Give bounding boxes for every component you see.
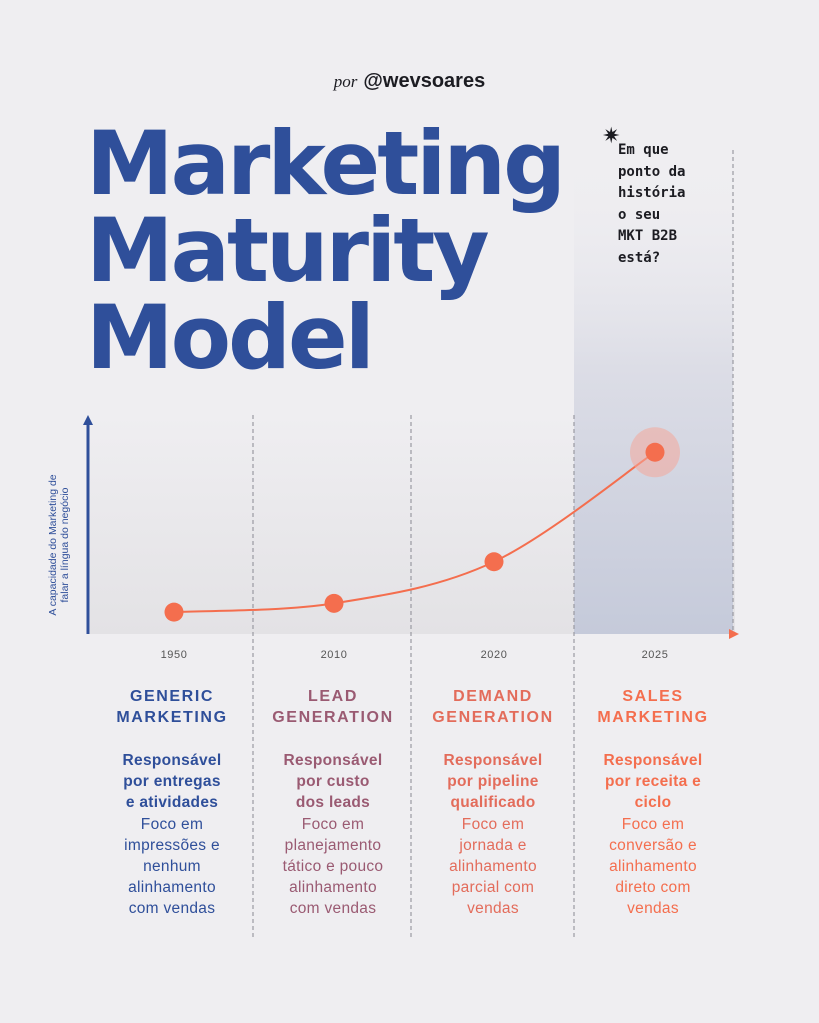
stage-focus: com vendas xyxy=(128,900,216,918)
stage-focus: jornada e xyxy=(459,836,527,854)
series-line xyxy=(173,451,656,614)
stage-focus: Foco em xyxy=(461,815,525,833)
stage-focus: Foco em xyxy=(621,815,685,833)
stage-responsibility: por entregas xyxy=(123,773,221,791)
stage-responsibility: Responsável xyxy=(283,752,383,769)
stage-responsibility: dos leads xyxy=(295,794,371,812)
stage-focus: direto com xyxy=(615,879,691,897)
y-axis-label-line: falar a língua do negócio xyxy=(59,487,71,602)
stage-column: GENERIC MARKETING Responsável por entreg… xyxy=(91,686,253,920)
title-line: Model xyxy=(86,286,375,389)
stage-responsibility: qualificado xyxy=(450,794,536,812)
stage-description: Responsável por pipeline qualificado Foc… xyxy=(412,750,574,920)
note-line: o seu xyxy=(618,206,661,223)
stage-responsibility: por custo xyxy=(296,773,370,791)
stage-responsibility: Responsável xyxy=(603,752,703,769)
stage-column: DEMAND GENERATION Responsável por pipeli… xyxy=(412,686,574,920)
stage-column: SALES MARKETING Responsável por receita … xyxy=(572,686,734,920)
stage-title-line: LEAD xyxy=(308,688,358,705)
data-point xyxy=(324,593,344,613)
stage-title-line: DEMAND xyxy=(453,688,533,705)
stage-focus: conversão e xyxy=(609,836,697,854)
stage-focus: vendas xyxy=(467,900,519,918)
stage-focus: impressões e xyxy=(124,836,220,854)
highlight-column xyxy=(574,150,733,634)
stage-title-line: GENERATION xyxy=(272,709,394,726)
stage-responsibility: e atividades xyxy=(125,794,219,812)
stage-responsibility: ciclo xyxy=(634,794,672,812)
stage-focus: tático e pouco xyxy=(282,858,384,876)
note-line: está? xyxy=(618,249,661,266)
stage-focus: vendas xyxy=(627,900,679,918)
stage-title-line: GENERATION xyxy=(432,709,554,726)
asterisk-icon: ✷ xyxy=(602,124,621,149)
stage-title-line: GENERIC xyxy=(129,688,215,705)
y-axis-label-line: A capacidade do Marketing de xyxy=(47,474,59,615)
note-line: Em que xyxy=(618,142,669,158)
byline-handle: @wevsoares xyxy=(363,70,486,92)
stage-focus: Foco em xyxy=(301,815,365,833)
stage-title-line: MARKETING xyxy=(597,709,709,726)
data-point xyxy=(164,602,184,622)
stage-title: GENERIC MARKETING xyxy=(91,686,253,728)
title-line: Maturity xyxy=(86,199,490,302)
byline: por @wevsoares xyxy=(0,70,819,93)
note-line: ponto da xyxy=(618,163,686,180)
x-tick-label: 2025 xyxy=(642,649,669,661)
stage-responsibility: Responsável xyxy=(443,752,543,769)
data-point xyxy=(484,552,504,572)
stage-focus: alinhamento xyxy=(609,858,697,876)
stage-focus: alinhamento xyxy=(449,858,537,876)
x-tick-label: 2020 xyxy=(481,649,508,661)
note-line: história xyxy=(618,185,686,201)
note: Em que ponto da história o seu MKT B2B e… xyxy=(618,140,738,269)
stage-focus: parcial com xyxy=(451,879,535,897)
stage-title-line: SALES xyxy=(622,688,684,705)
stage-focus: nenhum xyxy=(143,858,201,876)
stage-title: SALES MARKETING xyxy=(572,686,734,728)
stage-title: DEMAND GENERATION xyxy=(412,686,574,728)
stage-description: Responsável por receita e ciclo Foco em … xyxy=(572,750,734,920)
y-axis-label: A capacidade do Marketing de falar a lín… xyxy=(47,474,71,615)
byline-prefix: por xyxy=(333,72,358,91)
stage-title-line: MARKETING xyxy=(116,709,228,726)
stage-focus: alinhamento xyxy=(289,879,377,897)
stage-focus: Foco em xyxy=(140,815,204,833)
page-title: Marketing Maturity Model xyxy=(86,112,566,389)
data-point xyxy=(645,442,665,462)
stage-responsibility: por pipeline xyxy=(447,773,539,791)
x-tick-label: 1950 xyxy=(161,649,188,661)
stage-responsibility: por receita e xyxy=(604,773,702,791)
stage-description: Responsável por entregas e atividades Fo… xyxy=(91,750,253,920)
stage-title: LEAD GENERATION xyxy=(252,686,414,728)
stage-focus: alinhamento xyxy=(128,879,216,897)
stage-column: LEAD GENERATION Responsável por custo do… xyxy=(252,686,414,920)
note-line: MKT B2B xyxy=(618,228,678,244)
stage-focus: planejamento xyxy=(284,836,382,854)
stage-focus: com vendas xyxy=(289,900,377,918)
stage-description: Responsável por custo dos leads Foco em … xyxy=(252,750,414,920)
stage-responsibility: Responsável xyxy=(122,752,222,769)
x-tick-label: 2010 xyxy=(321,649,348,661)
title-line: Marketing xyxy=(86,112,566,215)
